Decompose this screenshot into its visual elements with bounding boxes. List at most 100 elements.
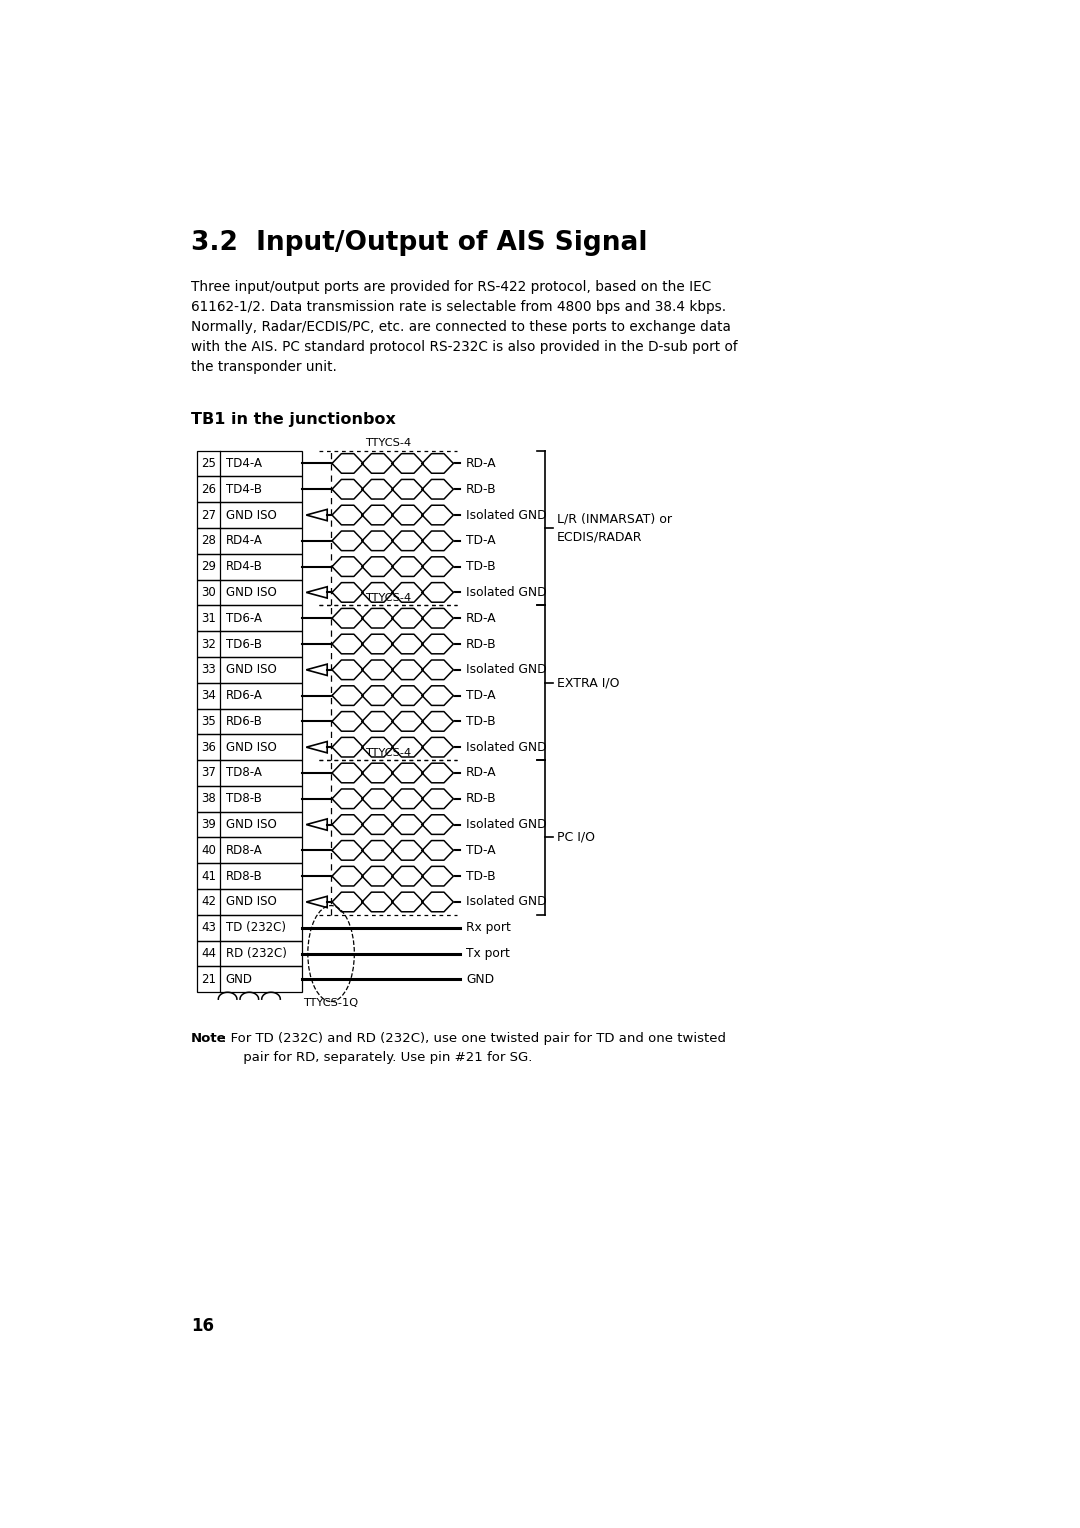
Text: RD4-B: RD4-B <box>226 561 262 573</box>
Bar <box>197 811 301 837</box>
Polygon shape <box>362 454 393 474</box>
Text: TD4-B: TD4-B <box>226 483 261 495</box>
Polygon shape <box>332 762 363 782</box>
Polygon shape <box>392 532 423 550</box>
Polygon shape <box>422 762 454 782</box>
Bar <box>197 529 301 553</box>
Polygon shape <box>392 480 423 500</box>
Polygon shape <box>332 532 363 550</box>
Text: TTYCS-4: TTYCS-4 <box>365 439 410 448</box>
Text: PC I/O: PC I/O <box>556 831 595 843</box>
Bar <box>197 503 301 529</box>
Text: 42: 42 <box>201 895 216 909</box>
Text: 44: 44 <box>201 947 216 960</box>
Text: Tx port: Tx port <box>465 947 510 960</box>
Polygon shape <box>362 814 393 834</box>
Text: GND ISO: GND ISO <box>226 741 276 753</box>
Bar <box>197 863 301 889</box>
Text: GND ISO: GND ISO <box>226 663 276 677</box>
Text: TTYCS-4: TTYCS-4 <box>365 747 410 758</box>
Text: 30: 30 <box>201 585 216 599</box>
Polygon shape <box>332 866 363 886</box>
Bar <box>197 759 301 785</box>
Text: 25: 25 <box>201 457 216 471</box>
Text: TD-A: TD-A <box>465 535 496 547</box>
Polygon shape <box>332 712 363 732</box>
Text: Isolated GND: Isolated GND <box>465 585 546 599</box>
Text: TD6-B: TD6-B <box>226 637 261 651</box>
Polygon shape <box>422 840 454 860</box>
Bar <box>197 579 301 605</box>
Polygon shape <box>362 712 393 732</box>
Polygon shape <box>392 686 423 706</box>
Text: 29: 29 <box>201 561 216 573</box>
Polygon shape <box>332 892 363 912</box>
Polygon shape <box>362 788 393 808</box>
Text: RD-A: RD-A <box>465 457 497 471</box>
Text: RD8-B: RD8-B <box>226 869 262 883</box>
Text: TTYCS-4: TTYCS-4 <box>365 593 410 604</box>
Text: GND: GND <box>226 973 253 986</box>
Polygon shape <box>362 556 393 576</box>
Polygon shape <box>362 480 393 500</box>
Text: GND ISO: GND ISO <box>226 585 276 599</box>
Text: TD-B: TD-B <box>465 869 496 883</box>
Text: 33: 33 <box>201 663 216 677</box>
Polygon shape <box>362 532 393 550</box>
Text: 43: 43 <box>201 921 216 934</box>
Bar <box>197 477 301 503</box>
Polygon shape <box>362 866 393 886</box>
Polygon shape <box>422 608 454 628</box>
Bar <box>197 683 301 709</box>
Text: RD4-A: RD4-A <box>226 535 262 547</box>
Bar <box>197 631 301 657</box>
Polygon shape <box>422 686 454 706</box>
Text: RD-A: RD-A <box>465 767 497 779</box>
Bar <box>197 605 301 631</box>
Polygon shape <box>422 788 454 808</box>
Text: RD8-A: RD8-A <box>226 843 262 857</box>
Bar <box>197 735 301 759</box>
Text: 40: 40 <box>201 843 216 857</box>
Polygon shape <box>332 454 363 474</box>
Polygon shape <box>362 738 393 756</box>
Polygon shape <box>422 634 454 654</box>
Text: TD8-B: TD8-B <box>226 793 261 805</box>
Polygon shape <box>392 866 423 886</box>
Text: 32: 32 <box>201 637 216 651</box>
Polygon shape <box>332 608 363 628</box>
Polygon shape <box>392 556 423 576</box>
Text: GND ISO: GND ISO <box>226 817 276 831</box>
Polygon shape <box>332 814 363 834</box>
Text: L/R (INMARSAT) or
ECDIS/RADAR: L/R (INMARSAT) or ECDIS/RADAR <box>556 512 672 544</box>
Text: 37: 37 <box>201 767 216 779</box>
Polygon shape <box>362 686 393 706</box>
Polygon shape <box>332 660 363 680</box>
Polygon shape <box>362 634 393 654</box>
Bar <box>197 657 301 683</box>
Polygon shape <box>362 762 393 782</box>
Text: 34: 34 <box>201 689 216 701</box>
Bar <box>197 837 301 863</box>
Text: 3.2  Input/Output of AIS Signal: 3.2 Input/Output of AIS Signal <box>191 229 647 255</box>
Polygon shape <box>332 634 363 654</box>
Polygon shape <box>392 738 423 756</box>
Bar <box>197 966 301 992</box>
Text: Note: Note <box>191 1033 227 1045</box>
Text: Isolated GND: Isolated GND <box>465 509 546 521</box>
Text: 16: 16 <box>191 1317 214 1335</box>
Text: Isolated GND: Isolated GND <box>465 895 546 909</box>
Text: Three input/output ports are provided for RS-422 protocol, based on the IEC
6116: Three input/output ports are provided fo… <box>191 280 738 374</box>
Text: RD-A: RD-A <box>465 611 497 625</box>
Text: 21: 21 <box>201 973 216 986</box>
Bar <box>197 941 301 966</box>
Text: TD-A: TD-A <box>465 689 496 701</box>
Bar <box>197 915 301 941</box>
Text: RD-B: RD-B <box>465 793 497 805</box>
Text: RD (232C): RD (232C) <box>226 947 286 960</box>
Text: GND: GND <box>465 973 494 986</box>
Polygon shape <box>362 608 393 628</box>
Text: : For TD (232C) and RD (232C), use one twisted pair for TD and one twisted
     : : For TD (232C) and RD (232C), use one t… <box>221 1033 726 1063</box>
Text: RD-B: RD-B <box>465 483 497 495</box>
Text: TTYCS-1Q: TTYCS-1Q <box>303 998 359 1007</box>
